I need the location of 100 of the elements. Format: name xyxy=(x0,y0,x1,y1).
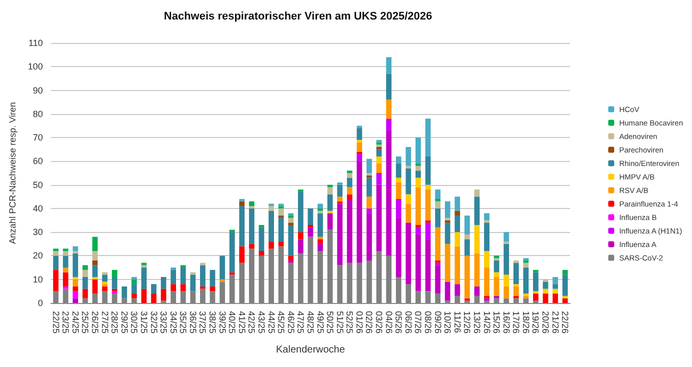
y-tick-label: 110 xyxy=(28,38,43,48)
bar xyxy=(406,168,412,194)
bar xyxy=(366,178,372,197)
bar xyxy=(131,279,137,284)
x-tick-label: 04/26 xyxy=(384,311,394,334)
bar xyxy=(200,286,206,289)
bar xyxy=(513,260,519,263)
bar xyxy=(92,251,98,260)
x-tick-label: 13/26 xyxy=(472,311,482,334)
bar xyxy=(523,268,529,294)
bar xyxy=(92,279,98,294)
bar xyxy=(425,118,431,156)
y-tick-label: 60 xyxy=(32,156,43,166)
bar xyxy=(337,184,343,197)
x-tick-label: 28/25 xyxy=(110,311,120,334)
y-tick-label: 10 xyxy=(32,274,43,284)
bar xyxy=(533,272,538,292)
bar xyxy=(102,282,108,284)
bar xyxy=(552,284,558,289)
bar xyxy=(435,265,440,294)
x-tick-label: 52/25 xyxy=(344,311,355,334)
x-tick-label: 22/25 xyxy=(50,311,61,334)
bar xyxy=(396,182,402,199)
x-tick-label: 51/25 xyxy=(334,311,345,334)
bar xyxy=(454,216,460,232)
bar xyxy=(327,194,333,211)
bar xyxy=(416,166,421,171)
bar xyxy=(278,208,284,216)
x-tick-label: 26/25 xyxy=(90,311,100,334)
bar xyxy=(406,166,412,168)
bar xyxy=(406,222,412,284)
bar xyxy=(288,213,294,216)
bar xyxy=(62,251,68,256)
bar xyxy=(239,206,245,246)
bar xyxy=(396,178,402,182)
x-axis-title: Kalenderwoche xyxy=(276,344,346,356)
bar xyxy=(141,288,147,303)
x-tick-label: 48/25 xyxy=(305,311,316,334)
bar xyxy=(425,239,431,292)
bar xyxy=(494,256,500,258)
bar xyxy=(533,270,538,272)
bar xyxy=(552,277,558,284)
bar xyxy=(406,194,412,204)
bar xyxy=(356,142,362,152)
bar xyxy=(82,265,88,270)
bar xyxy=(278,218,284,242)
y-tick-label: 50 xyxy=(32,180,43,190)
bar xyxy=(416,178,421,188)
bar xyxy=(562,296,568,298)
bar xyxy=(268,210,274,242)
bar xyxy=(318,244,323,251)
x-tick-label: 18/26 xyxy=(520,311,531,334)
bar xyxy=(268,206,274,211)
bar xyxy=(406,147,412,166)
bar xyxy=(416,187,421,225)
bar xyxy=(396,199,402,218)
chart-title: Nachweis respiratorischer Viren am UKS 2025/2026 xyxy=(164,10,432,22)
y-tick-label: 0 xyxy=(38,298,43,308)
bar xyxy=(151,294,156,303)
bar xyxy=(220,256,226,280)
bar xyxy=(151,284,156,294)
x-tick-label: 46/25 xyxy=(286,311,296,334)
bar xyxy=(504,232,510,242)
bar xyxy=(504,274,510,286)
bar xyxy=(62,268,68,272)
x-tick-label: 39/25 xyxy=(217,311,228,334)
y-tick-label: 20 xyxy=(32,250,43,261)
bar xyxy=(170,284,176,292)
bar xyxy=(72,286,78,292)
bar xyxy=(376,156,382,164)
bar xyxy=(337,182,343,185)
bar xyxy=(298,239,304,254)
bar xyxy=(278,242,284,246)
bar xyxy=(523,260,529,263)
bar xyxy=(425,222,431,240)
bar xyxy=(523,262,529,268)
y-axis-title: Anzahl PCR-Nachweise resp. Viren xyxy=(8,102,18,244)
bar xyxy=(249,208,254,244)
bar xyxy=(229,230,235,232)
bar xyxy=(474,190,480,197)
bar xyxy=(386,57,392,74)
bar xyxy=(190,274,196,292)
bar xyxy=(454,284,460,296)
x-tick-label: 27/25 xyxy=(100,311,110,334)
bar xyxy=(416,170,421,178)
bar xyxy=(239,246,245,263)
bar xyxy=(542,282,548,289)
bar xyxy=(346,187,352,194)
bar xyxy=(464,239,470,256)
bar xyxy=(72,291,78,298)
x-tick-label: 10/26 xyxy=(442,311,453,334)
bar xyxy=(435,208,440,228)
bar xyxy=(308,208,314,225)
bar xyxy=(62,272,68,286)
bar xyxy=(562,298,568,303)
x-tick-label: 50/25 xyxy=(325,311,336,334)
bar xyxy=(366,213,372,260)
x-tick-label: 21/26 xyxy=(550,311,560,334)
bar xyxy=(180,268,186,284)
bar xyxy=(406,204,412,223)
